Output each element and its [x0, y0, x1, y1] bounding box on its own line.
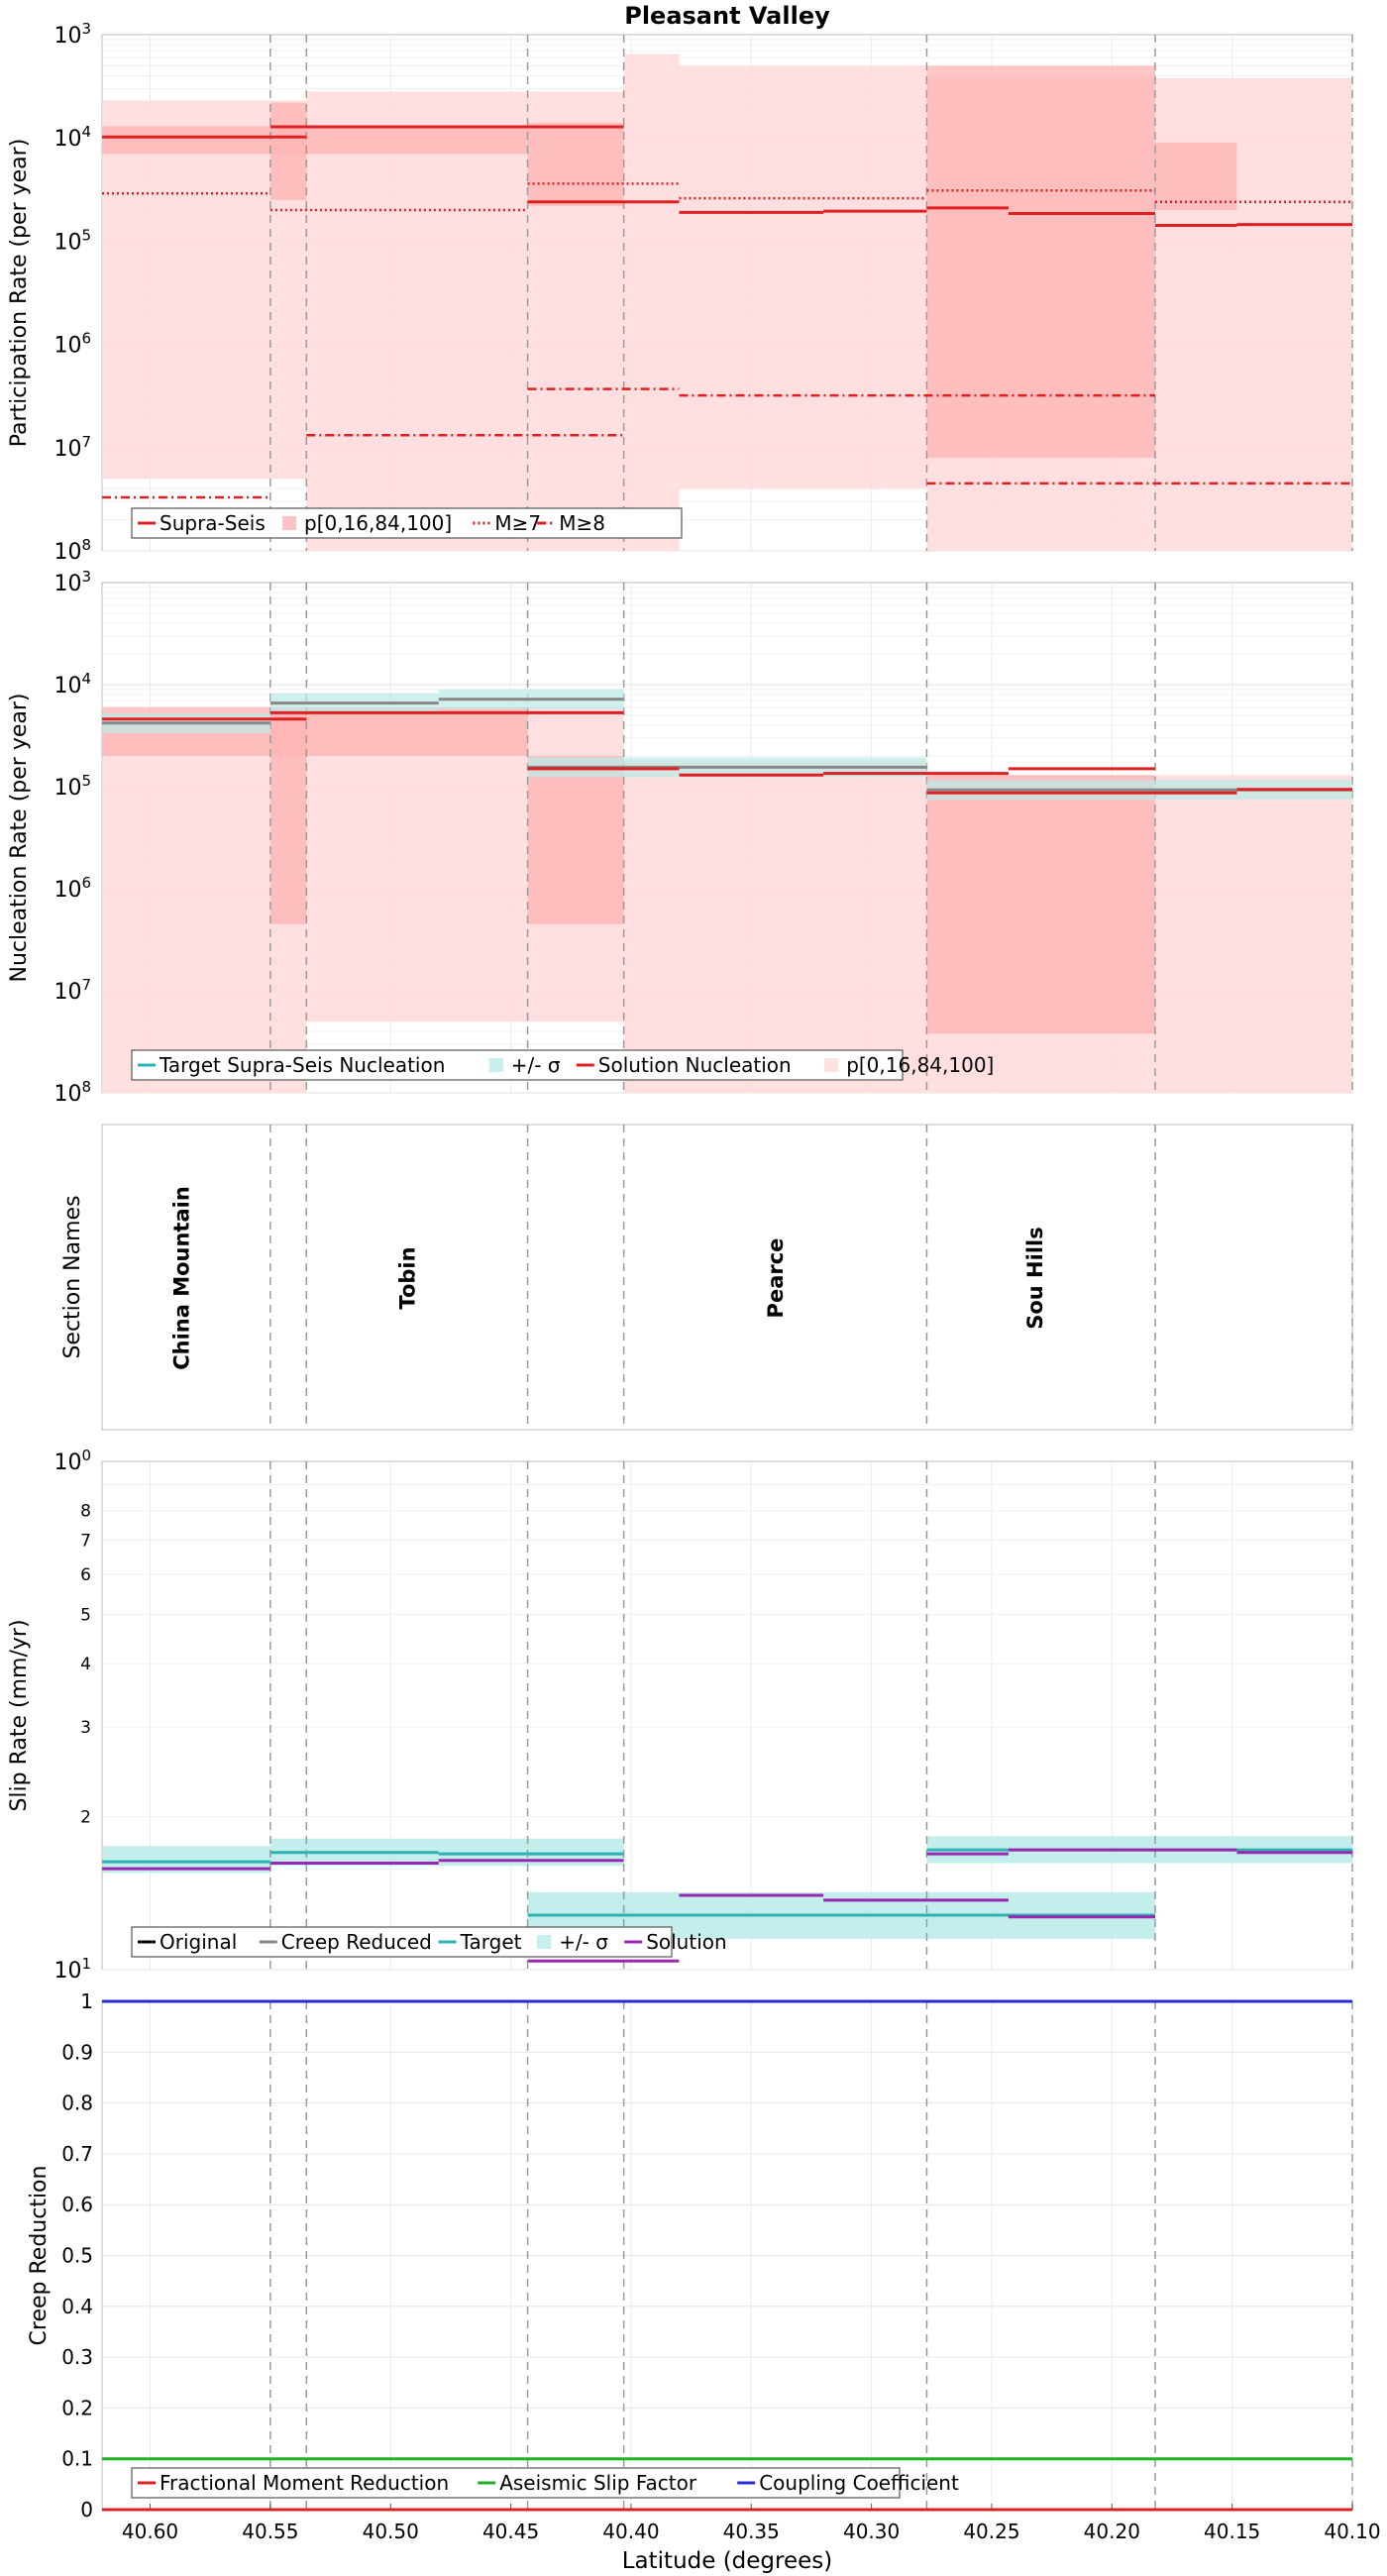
y-tick-label: 105 [53, 226, 91, 255]
x-tick-label: 40.15 [1204, 2520, 1260, 2543]
chart-title: Pleasant Valley [624, 2, 830, 30]
legend-swatch [824, 1058, 839, 1072]
y-axis-label: Participation Rate (per year) [7, 139, 32, 448]
legend-label: Target Supra-Seis Nucleation [159, 1053, 445, 1077]
y-tick-label: 103 [53, 20, 91, 49]
legend-label: p[0,16,84,100] [304, 511, 452, 535]
y-axis-label: Nucleation Rate (per year) [7, 694, 32, 983]
legend-4: Original Creep Reduced Target +/- σ Solution [131, 1926, 727, 1958]
legend-label: Fractional Moment Reduction [160, 2471, 449, 2495]
y-axis-label: Section Names [60, 1195, 85, 1358]
legend-box [131, 1926, 673, 1958]
legend-label: Supra-Seis [160, 511, 266, 535]
y-tick-label: 107 [53, 433, 91, 462]
legend-swatch [282, 516, 296, 530]
x-tick-label: 40.50 [363, 2520, 419, 2543]
plot-area-4 [101, 1460, 1353, 1971]
legend-box [131, 2467, 901, 2499]
y-tick-label: 7 [80, 1531, 91, 1551]
p16-p84-band [527, 122, 624, 206]
y-tick-label: 106 [53, 330, 91, 359]
legend-label: M≥8 [559, 511, 605, 535]
p0-p100-band [679, 65, 927, 489]
legend-label: Aseismic Slip Factor [499, 2471, 697, 2495]
y-tick-label: 0.8 [61, 2092, 93, 2115]
p16-p84-band [926, 65, 1155, 458]
legend-box [131, 1049, 904, 1081]
x-tick-label: 40.45 [482, 2520, 539, 2543]
y-tick-label: 1 [80, 1989, 93, 2013]
p16-p84-band [1154, 142, 1237, 211]
y-tick-label: 0.6 [61, 2193, 93, 2216]
x-tick-label: 40.30 [843, 2520, 900, 2543]
p0-p100-band [623, 760, 927, 1093]
y-tick-label: 0.5 [61, 2244, 93, 2268]
legend-2: Target Supra-Seis Nucleation +/- σ Solutio… [131, 1049, 994, 1081]
y-axis-label: Slip Rate (mm/yr) [7, 1619, 32, 1811]
y-tick-label: 3 [80, 1718, 91, 1738]
y-tick-label: 106 [53, 874, 91, 903]
y-tick-label: 0.7 [61, 2142, 93, 2166]
legend-label: Solution Nucleation [598, 1053, 792, 1077]
y-tick-label: 0.9 [61, 2040, 93, 2064]
x-tick-label: 40.55 [242, 2520, 298, 2543]
section-name-label: Pearce [764, 1238, 788, 1319]
p16-p84-band [102, 126, 528, 155]
y-tick-label: 103 [53, 568, 91, 596]
legend-label: M≥7 [494, 511, 541, 535]
x-tick-label: 40.60 [122, 2520, 178, 2543]
y-axis-label: Creep Reduction [27, 2166, 52, 2346]
section-name-label: Tobin [396, 1246, 420, 1309]
y-tick-label: 101 [53, 1955, 91, 1984]
y-tick-label: 0 [80, 2498, 93, 2522]
legend-label: Creep Reduced [281, 1930, 432, 1954]
y-tick-label: 100 [53, 1447, 91, 1475]
y-tick-label: 2 [80, 1808, 91, 1828]
section-name-label: China Mountain [169, 1186, 193, 1370]
x-tick-label: 40.25 [963, 2520, 1019, 2543]
y-tick-label: 4 [80, 1655, 91, 1674]
legend-swatch [488, 1058, 503, 1072]
p16-p84-band [527, 755, 624, 924]
legend-label: +/- σ [511, 1053, 561, 1077]
x-tick-label: 40.10 [1324, 2520, 1380, 2543]
x-tick-label: 40.20 [1084, 2520, 1140, 2543]
legend-box [131, 507, 683, 539]
p16-p84-band [926, 775, 1155, 1034]
y-tick-label: 108 [53, 1078, 91, 1107]
y-tick-label: 104 [53, 123, 91, 152]
plot-area-3 [101, 1124, 1353, 1431]
section-name-label: Sou Hills [1023, 1227, 1047, 1329]
y-tick-label: 5 [80, 1605, 91, 1625]
y-tick-label: 0.3 [61, 2345, 93, 2369]
y-tick-label: 0.2 [61, 2396, 93, 2419]
legend-label: Solution [646, 1930, 726, 1954]
legend-5: Fractional Moment Reduction Aseismic Slip… [131, 2467, 959, 2499]
x-axis-label: Latitude (degrees) [622, 2548, 833, 2574]
legend-label: Target [460, 1930, 522, 1954]
x-tick-label: 40.35 [723, 2520, 780, 2543]
y-tick-label: 6 [80, 1565, 91, 1585]
y-tick-label: 105 [53, 772, 91, 801]
x-tick-label: 40.40 [602, 2520, 659, 2543]
legend-label: Coupling Coefficient [759, 2471, 959, 2495]
legend-swatch [537, 1935, 552, 1949]
y-tick-label: 0.4 [61, 2295, 93, 2318]
legend-label: +/- σ [559, 1930, 608, 1954]
legend-label: Original [160, 1930, 237, 1954]
y-tick-label: 8 [80, 1502, 91, 1522]
legend-1: Supra-Seis p[0,16,84,100] M≥7 M≥8 [131, 507, 683, 539]
legend-label: p[0,16,84,100] [846, 1053, 994, 1077]
y-tick-label: 0.1 [61, 2447, 93, 2471]
p0-p100-band [623, 54, 680, 552]
y-tick-label: 107 [53, 976, 91, 1005]
y-tick-label: 108 [53, 536, 91, 565]
y-tick-label: 104 [53, 670, 91, 698]
